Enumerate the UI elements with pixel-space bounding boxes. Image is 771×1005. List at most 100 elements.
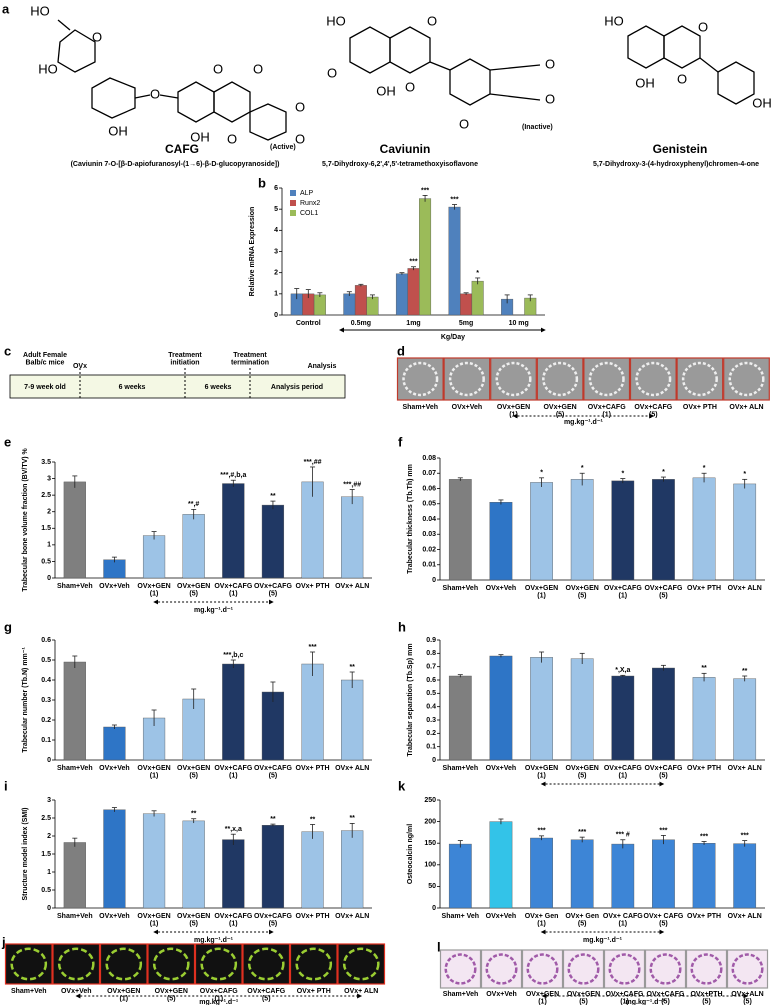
error-bar xyxy=(111,807,117,812)
x-tick-label: OVx+Veh xyxy=(99,913,130,920)
x-tick-label: OVx+ ALN xyxy=(335,583,369,590)
panel-label: i xyxy=(4,778,8,793)
image-panel xyxy=(490,357,537,401)
x-tick-label: OVx+ PTH xyxy=(687,913,721,920)
error-bar xyxy=(742,675,748,682)
legend-label: ALP xyxy=(300,190,314,197)
significance-label: **,# xyxy=(188,501,199,508)
x-tick-label: OVx+ CAFG (5) xyxy=(644,913,684,928)
significance-label: * xyxy=(703,465,706,472)
y-tick-label: 0 xyxy=(432,577,436,584)
image-panel xyxy=(644,949,687,989)
error-bar xyxy=(191,818,197,824)
error-bar xyxy=(498,818,504,825)
image-content xyxy=(485,953,518,985)
image-content xyxy=(402,361,439,397)
y-tick-label: 0.1 xyxy=(41,737,51,744)
bar xyxy=(341,830,364,909)
atom-label: O xyxy=(295,131,305,146)
error-bar xyxy=(151,709,157,726)
bar xyxy=(530,657,553,761)
x-tick-label: OVx+GEN (1) xyxy=(525,765,558,780)
x-tick-label: Sham+Veh xyxy=(443,765,479,772)
bar xyxy=(448,843,472,909)
atom-label: O xyxy=(405,79,415,94)
error-bar xyxy=(457,840,463,848)
y-tick-label: 100 xyxy=(424,862,436,869)
x-tick-label: OVx+GEN (5) xyxy=(566,765,599,780)
image-caption: OVx+PTH (5) xyxy=(690,991,722,1005)
image-panel xyxy=(603,949,646,989)
legend-swatch xyxy=(290,210,296,216)
x-tick-label: OVx+ PTH xyxy=(296,583,330,590)
timeline-period: 6 weeks xyxy=(119,384,146,391)
significance-label: * xyxy=(621,470,624,477)
significance-label: *** xyxy=(450,196,458,203)
error-bar xyxy=(539,835,545,841)
error-bar xyxy=(701,472,707,483)
x-tick-label: OVx+GEN (1) xyxy=(137,913,170,928)
y-tick-label: 0.7 xyxy=(426,664,436,671)
error-bar xyxy=(701,841,707,845)
image-content xyxy=(588,361,625,397)
image-caption: OVx+GEN (5) xyxy=(567,991,600,1005)
bar xyxy=(301,831,324,909)
timeline-event: Treatment termination xyxy=(231,352,269,367)
panel-label: c xyxy=(4,343,11,358)
image-content xyxy=(105,947,143,981)
atom-label: O xyxy=(677,71,687,86)
x-tick-label: OVx+ PTH xyxy=(296,765,330,772)
error-bar xyxy=(230,833,236,845)
atom-label: O xyxy=(545,91,555,106)
significance-label: * xyxy=(743,471,746,478)
image-caption: OVx+GEN (5) xyxy=(543,404,576,419)
bar xyxy=(471,280,484,316)
panel-label: b xyxy=(258,175,266,190)
y-tick-label: 0.3 xyxy=(426,717,436,724)
atom-label: O xyxy=(227,131,237,146)
significance-label: *** xyxy=(409,259,417,266)
bar xyxy=(182,820,205,909)
bar xyxy=(733,678,757,761)
timeline-event: OVx xyxy=(73,363,87,370)
image-caption: OVx+ALN (5) xyxy=(731,991,763,1005)
x-tick-label: OVx+ ALN xyxy=(335,913,369,920)
y-axis-title: Structure model index (SMI) xyxy=(22,808,29,901)
y-axis-title: Trabecular number (Tb.N) mm⁻¹ xyxy=(22,647,29,753)
bar xyxy=(611,843,635,909)
error-bar xyxy=(72,837,78,847)
x-tick-label: OVx+ ALN xyxy=(728,913,762,920)
bar xyxy=(652,479,675,581)
x-tick-label: OVx+Veh xyxy=(99,765,130,772)
error-bar xyxy=(660,835,666,845)
image-content xyxy=(728,361,765,397)
y-tick-label: 0.1 xyxy=(426,744,436,751)
x-tick-label: OVx+GEN (1) xyxy=(137,583,170,598)
image-caption: OVx+CAFG (5) xyxy=(247,988,285,1003)
image-caption: OVx+ ALN xyxy=(344,988,378,995)
bar xyxy=(63,661,86,761)
image-content xyxy=(57,947,95,981)
atom-label: OH xyxy=(108,123,128,138)
error-bar xyxy=(191,688,197,709)
error-bar xyxy=(358,283,364,287)
x-tick-label: OVx+GEN (5) xyxy=(177,583,210,598)
significance-label: * xyxy=(662,469,665,476)
y-tick-label: 0.9 xyxy=(426,637,436,644)
significance-label: ** xyxy=(270,816,276,823)
error-bar xyxy=(422,195,428,202)
image-panel xyxy=(52,943,101,985)
panel-label: k xyxy=(398,778,406,793)
image-content xyxy=(247,947,285,981)
image-content xyxy=(444,953,477,985)
image-content xyxy=(731,953,764,985)
error-bar xyxy=(230,479,236,487)
y-tick-label: 50 xyxy=(428,883,436,890)
compound-formula: (Caviunin 7-O-[β-D-apiofuranosyl-(1→6)-β… xyxy=(71,161,280,168)
significance-label: *** xyxy=(537,828,545,835)
y-tick-label: 5 xyxy=(274,206,278,213)
y-tick-label: 1 xyxy=(274,291,278,298)
significance-label: *** xyxy=(659,827,667,834)
image-panel xyxy=(676,357,724,401)
image-caption: OVx+GEN (1) xyxy=(107,988,140,1003)
